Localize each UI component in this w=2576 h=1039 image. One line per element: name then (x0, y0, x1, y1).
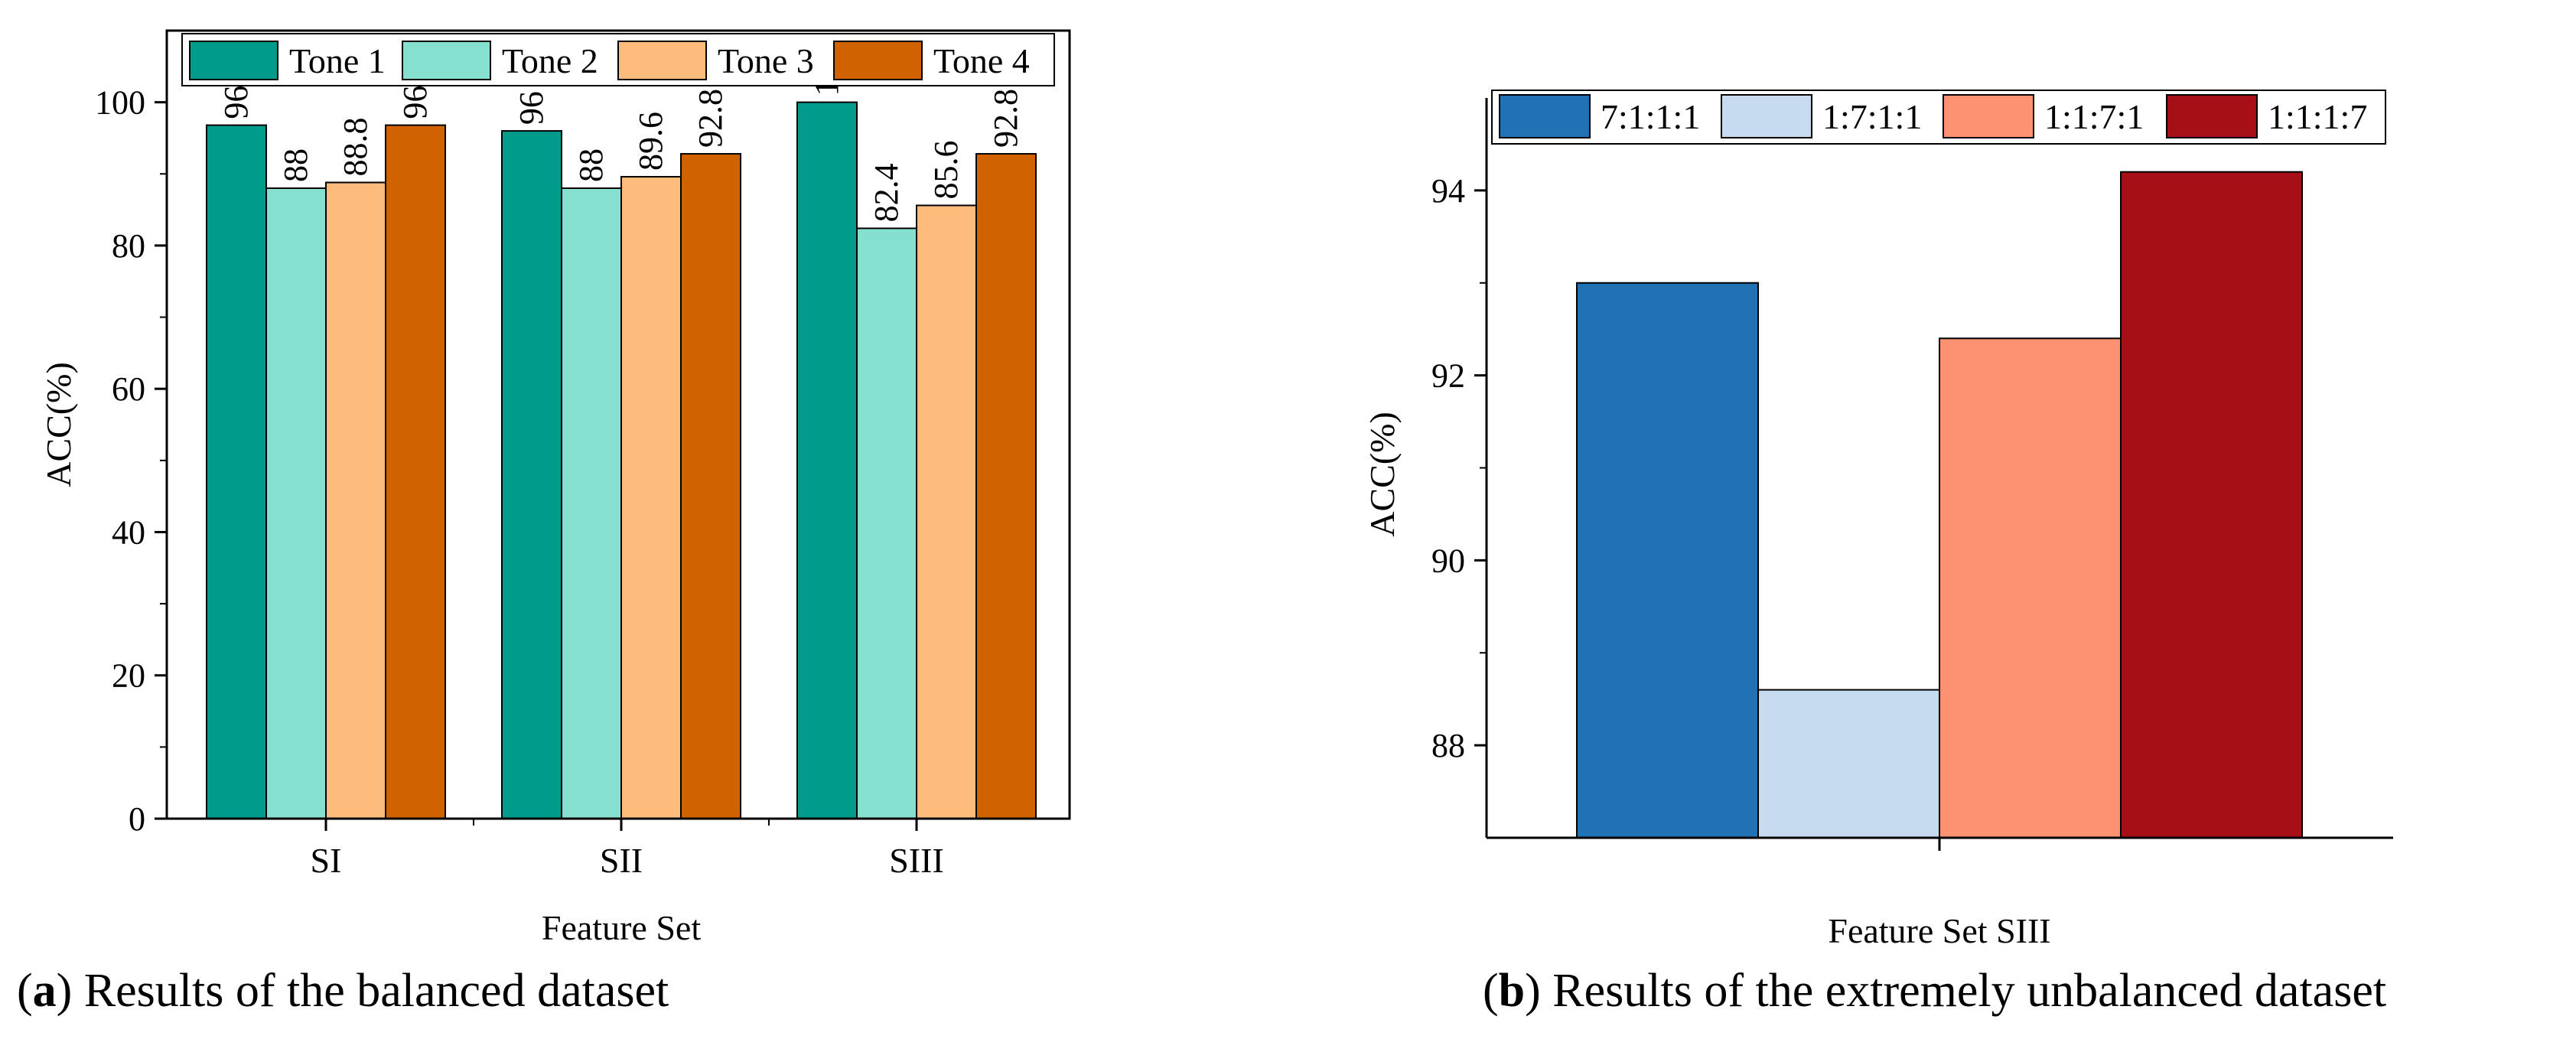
bar-tone-4-sii (680, 153, 741, 819)
bar-tone-2-si (265, 187, 327, 819)
bar-ratio-1-1-1-7 (2120, 171, 2303, 839)
legend-label: Tone 1 (289, 41, 386, 80)
bar-tone-3-siii (916, 204, 977, 819)
bar-tone-3-sii (620, 176, 682, 819)
y-tick-label: 60 (112, 370, 145, 408)
bar-tone-1-siii (796, 101, 858, 820)
chart-a-legend: Tone 1 Tone 2 Tone 3 Tone 4 (181, 33, 1055, 86)
chart-b-unbalanced: 88 90 92 94 ACC(%) Feature Set SIII 7:1:1:1… (1363, 90, 2393, 1017)
bar-tone-2-siii (856, 227, 917, 820)
legend-label: 1:7:1:1 (1822, 97, 1922, 136)
data-label: 85.6 (927, 140, 965, 199)
legend-swatch-tone-3 (617, 41, 707, 80)
legend-label: 7:1:1:1 (1601, 97, 1700, 136)
chart-b-legend: 7:1:1:1 1:7:1:1 1:1:7:1 1:1:1:7 (1491, 90, 2386, 145)
chart-a-balanced: 96.88888.896.8968889.692.810082.485.692.… (17, 29, 1071, 1017)
legend-label: 1:1:7:1 (2044, 97, 2144, 136)
legend-swatch-ratio-1-1-7-1 (1943, 94, 2034, 138)
data-label: 82.4 (868, 163, 905, 222)
legend-swatch-tone-2 (402, 41, 491, 80)
bar-ratio-7-1-1-1 (1576, 282, 1759, 839)
data-label: 88 (277, 148, 314, 182)
x-tick-label: SI (311, 841, 342, 880)
data-label: 89.6 (632, 112, 669, 171)
bar-ratio-1-7-1-1 (1757, 689, 1940, 839)
chart-a-y-axis-label: ACC(%) (39, 362, 78, 487)
y-tick-label: 90 (1431, 542, 1465, 579)
bar-tone-4-siii (975, 153, 1037, 819)
y-tick-label: 94 (1431, 172, 1465, 210)
chart-a-plot-frame (165, 29, 1071, 820)
data-label: 92.8 (987, 89, 1024, 148)
y-tick-label: 20 (112, 657, 145, 695)
x-tick-label: SIII (889, 841, 944, 880)
bar-tone-1-si (206, 124, 267, 820)
bar-ratio-1-1-7-1 (1939, 337, 2122, 839)
chart-b-y-axis: 88 90 92 94 (1431, 172, 1487, 764)
legend-label: 1:1:1:7 (2268, 97, 2367, 136)
chart-a-bars (206, 101, 1037, 820)
y-tick-label: 0 (129, 800, 145, 838)
legend-swatch-ratio-1-1-1-7 (2166, 94, 2258, 138)
chart-a-x-axis: SI SII SIII (311, 819, 944, 880)
legend-swatch-ratio-1-7-1-1 (1721, 94, 1812, 138)
y-tick-label: 88 (1431, 727, 1465, 764)
chart-b-y-axis-label: ACC(%) (1363, 412, 1402, 537)
bar-tone-4-si (385, 124, 446, 820)
legend-label: Tone 3 (718, 41, 814, 80)
chart-a-caption: (a) Results of the balanced dataset (17, 965, 669, 1017)
chart-a-x-axis-label: Feature Set (542, 908, 701, 947)
bar-tone-2-sii (561, 187, 622, 819)
legend-label: Tone 4 (933, 41, 1030, 80)
legend-swatch-tone-1 (189, 41, 278, 80)
data-label: 96 (513, 91, 550, 125)
chart-a-y-axis: 0 20 40 60 80 100 (95, 84, 167, 838)
bar-tone-3-si (325, 181, 386, 819)
y-tick-label: 92 (1431, 357, 1465, 395)
legend-label: Tone 2 (502, 41, 598, 80)
y-tick-label: 80 (112, 227, 145, 265)
data-label: 88.8 (337, 118, 374, 177)
legend-swatch-tone-4 (833, 41, 923, 80)
legend-swatch-ratio-7-1-1-1 (1499, 94, 1591, 138)
data-label: 92.8 (692, 89, 729, 148)
bar-tone-1-sii (501, 130, 562, 820)
x-tick-label: SII (600, 841, 643, 880)
data-label: 88 (572, 148, 610, 182)
y-tick-label: 40 (112, 513, 145, 551)
chart-b-bars (1576, 171, 2303, 839)
chart-b-caption: (b) Results of the extremely unbalanced … (1483, 965, 2386, 1017)
y-tick-label: 100 (95, 84, 145, 122)
chart-b-x-axis-label: Feature Set SIII (1828, 911, 2050, 950)
